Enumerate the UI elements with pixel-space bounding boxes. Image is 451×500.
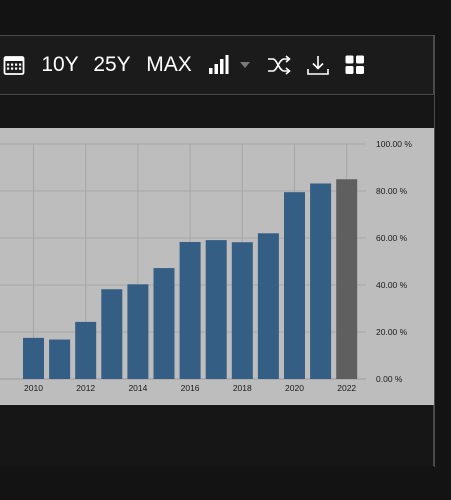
chart-subbar	[0, 96, 434, 128]
shuffle-icon	[266, 54, 292, 76]
panel-border	[434, 35, 435, 467]
calendar-icon	[3, 54, 25, 76]
download-button[interactable]	[305, 36, 331, 94]
y-tick-label: 20.00 %	[376, 327, 408, 337]
y-axis: 0.00 % 20.00 % 40.00 % 60.00 % 80.00 % 100.00…	[376, 139, 412, 384]
chart-type-dropdown[interactable]	[237, 36, 253, 94]
y-tick-label: 0.00 %	[376, 374, 403, 384]
bars	[23, 179, 358, 379]
range-max-button[interactable]: MAX	[146, 53, 192, 76]
y-tick-label: 60.00 %	[376, 233, 408, 243]
bar	[101, 289, 123, 379]
x-tick-label: 2018	[233, 383, 252, 393]
bar	[23, 337, 44, 379]
y-tick-label: 80.00 %	[376, 186, 408, 196]
bar	[75, 321, 97, 379]
bar	[284, 192, 305, 379]
compare-button[interactable]	[265, 36, 293, 94]
y-tick-label: 40.00 %	[376, 280, 408, 290]
chart-footer	[0, 405, 434, 466]
x-tick-label: 2014	[128, 383, 147, 393]
chart-type-button[interactable]	[206, 36, 230, 94]
bar	[231, 242, 253, 379]
download-icon	[306, 54, 330, 76]
grid-icon	[345, 55, 365, 75]
x-tick-label: 2010	[24, 383, 43, 393]
bar	[49, 339, 71, 379]
bar-forecast	[336, 179, 358, 379]
bar	[205, 240, 227, 379]
range-10y-button[interactable]: 10Y	[41, 53, 79, 76]
calendar-button[interactable]	[2, 36, 26, 94]
bar	[153, 268, 175, 379]
x-tick-label: 2022	[337, 383, 356, 393]
range-25y-button[interactable]: 25Y	[93, 53, 131, 76]
x-tick-label: 2012	[76, 383, 95, 393]
bar	[310, 183, 332, 379]
bar	[179, 241, 201, 379]
embed-button[interactable]	[344, 36, 366, 94]
bar-chart-icon	[207, 54, 229, 76]
bar	[127, 284, 149, 379]
x-tick-label: 2016	[181, 383, 200, 393]
y-tick-label: 100.00 %	[376, 139, 412, 149]
x-axis: 2010 2012 2014 2016 2018 2020 2022	[24, 383, 356, 393]
bar	[257, 233, 279, 379]
chart-panel: 0.00 % 20.00 % 40.00 % 60.00 % 80.00 % 100.00…	[0, 128, 434, 405]
bar-chart: 0.00 % 20.00 % 40.00 % 60.00 % 80.00 % 100.00…	[0, 139, 412, 393]
caret-down-icon	[239, 61, 251, 69]
x-tick-label: 2020	[285, 383, 304, 393]
chart-toolbar: 10Y 25Y MAX	[0, 35, 434, 95]
